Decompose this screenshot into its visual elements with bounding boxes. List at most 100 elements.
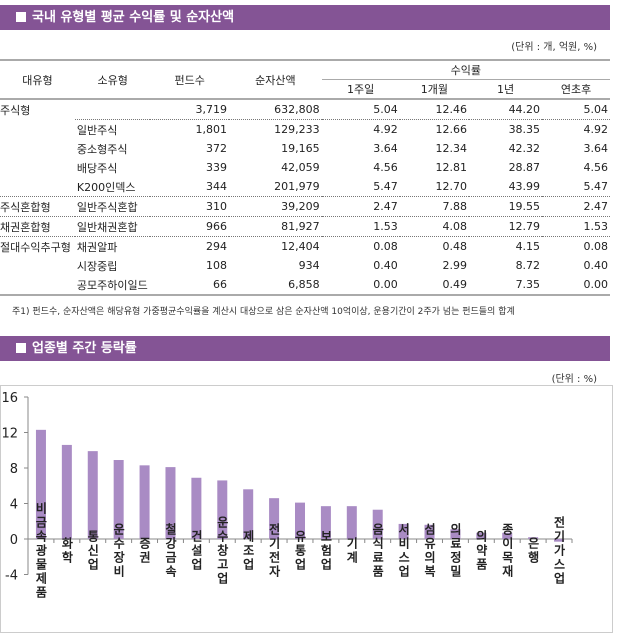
table-cell: 0.49 — [442, 278, 468, 291]
table-cell: 0.00 — [583, 278, 609, 291]
x-tick-label: 비금속광물제품 — [34, 501, 48, 600]
col-ytd: 연초후 — [560, 83, 592, 96]
table-cell: 12.46 — [399, 99, 470, 120]
table-cell: 7.35 — [515, 278, 541, 291]
col-1w: 1주일 — [347, 83, 375, 96]
bar-음식료품 — [372, 509, 383, 539]
table-cell: 배당주식 — [76, 161, 118, 175]
table-cell: 81,927 — [229, 216, 322, 237]
bar-증권 — [139, 465, 150, 539]
table-cell — [0, 177, 75, 197]
table-row: 시장중립 108 934 0.40 2.99 8.72 0.40 — [0, 256, 610, 275]
table-cell: 934 — [298, 259, 320, 272]
table-cell: 5.04 — [321, 99, 400, 120]
table-row: 일반주식 1,801 129,233 4.92 12.66 38.35 4.92 — [0, 120, 610, 140]
table-cell: 4.56 — [373, 161, 398, 174]
bar-통신업 — [87, 451, 98, 539]
table-cell: 12,404 — [281, 240, 320, 253]
col-minor: 소유형 — [97, 73, 128, 87]
col-1m: 1개월 — [420, 83, 448, 96]
table-cell: 12.79 — [469, 216, 543, 237]
square-icon — [16, 343, 26, 353]
table-cell: 38.35 — [508, 123, 541, 136]
x-tick-label: 전기전자 — [267, 522, 281, 579]
table-cell: 43.99 — [469, 177, 543, 197]
x-tick-label: 철강금속 — [163, 522, 177, 579]
table-cell: 966 — [150, 216, 230, 237]
section-header-sectors: 업종별 주간 등락률 — [0, 336, 610, 361]
bar-전기가스업 — [554, 539, 565, 542]
table-cell: 4.92 — [373, 123, 398, 136]
section-title: 국내 유형별 평균 수익률 및 순자산액 — [32, 10, 235, 25]
bar-운수장비 — [113, 460, 124, 539]
x-tick-label: 의료정밀 — [448, 522, 462, 579]
footnote: 주1) 펀드수, 순자산액은 해당유형 가중평균수익률을 계산시 대상으로 삼은… — [12, 307, 515, 317]
bar-의약품 — [476, 532, 487, 539]
table-cell: 0.48 — [442, 240, 468, 253]
table-cell: 3.64 — [373, 142, 398, 155]
table-cell: 시장중립 — [76, 259, 118, 273]
table-cell: 42,059 — [281, 161, 320, 174]
bar-서비스업 — [398, 523, 409, 539]
table-cell: 채권혼합형 — [0, 216, 75, 237]
bar-철강금속 — [165, 467, 176, 539]
table-cell: 39,209 — [229, 196, 322, 217]
table-cell: 절대수익추구형 — [0, 240, 71, 254]
x-tick-label: 통신업 — [86, 529, 100, 572]
table-cell: 19.55 — [469, 196, 543, 217]
table-cell: 1,801 — [195, 123, 228, 136]
table-row: 절대수익추구형 채권알파 294 12,404 0.08 0.48 4.15 0.08 — [0, 237, 610, 257]
table-cell: 2.99 — [442, 259, 468, 272]
table-cell: 3.64 — [583, 142, 609, 155]
table-cell: 372 — [206, 142, 228, 155]
table-cell: 5.04 — [542, 99, 610, 120]
x-tick-label: 운수창고업 — [215, 515, 229, 586]
y-tick-label: 16 — [1, 391, 18, 406]
x-tick-label: 의약품 — [474, 529, 488, 572]
col-major: 대유형 — [22, 73, 53, 87]
table-cell: 1.53 — [321, 216, 400, 237]
table-row: 공모주하이일드 66 6,858 0.00 0.49 7.35 0.00 — [0, 275, 610, 295]
bar-화학 — [61, 444, 72, 539]
table-cell: 8.72 — [515, 259, 541, 272]
table-cell: 66 — [213, 278, 228, 291]
table-cell: 4.92 — [583, 123, 609, 136]
x-tick-label: 전기가스업 — [552, 515, 566, 586]
table-cell: 채권알파 — [76, 240, 118, 254]
table-cell: 4.15 — [515, 240, 541, 253]
bar-은행 — [528, 537, 539, 539]
x-tick-label: 제조업 — [241, 530, 255, 572]
table-cell: 19,165 — [281, 142, 320, 155]
table-cell: 주식혼합형 — [0, 196, 75, 217]
y-tick-label: -4 — [5, 569, 18, 584]
table-row: K200인덱스 344 201,979 5.47 12.70 43.99 5.47 — [0, 177, 610, 197]
table-row: 채권혼합형 일반채권혼합 966 81,927 1.53 4.08 12.79 1.53 — [0, 216, 610, 237]
col-1y: 1년 — [496, 83, 515, 96]
table-cell: 310 — [150, 196, 230, 217]
table-row: 중소형주식 372 19,165 3.64 12.34 42.32 3.64 — [0, 139, 610, 158]
table-cell: K200인덱스 — [74, 177, 151, 197]
table-cell — [74, 99, 151, 120]
table-cell — [0, 275, 75, 295]
table-cell: 4.56 — [583, 161, 609, 174]
x-tick-label: 건설업 — [189, 529, 203, 572]
table-cell: 129,233 — [274, 123, 320, 136]
col-returns: 수익률 — [321, 60, 610, 80]
y-tick-label: 8 — [10, 462, 18, 477]
col-funds: 펀드수 — [174, 73, 205, 87]
table-cell: 108 — [206, 259, 228, 272]
x-tick-label: 섬유의복 — [423, 522, 437, 579]
table-cell: 3,719 — [150, 99, 230, 120]
table-cell: 0.40 — [373, 259, 398, 272]
y-tick-label: 0 — [10, 533, 18, 548]
chart-frame — [0, 385, 613, 633]
table-cell: 공모주하이일드 — [76, 278, 148, 292]
table-cell — [0, 120, 75, 140]
section-title: 업종별 주간 등락률 — [32, 341, 137, 356]
table-cell: 주식형 — [0, 103, 31, 117]
table-cell: 7.88 — [399, 196, 470, 217]
section-header-returns: 국내 유형별 평균 수익률 및 순자산액 — [0, 5, 610, 30]
table-cell: 42.32 — [508, 142, 541, 155]
sector-bar-chart: 16 12 8 4 0 -4 비금속광물제품 화학 통신업 운수장비 증권 철강금속 건설업 운수창고업 제… — [0, 385, 613, 633]
x-tick-label: 유통업 — [293, 530, 307, 572]
